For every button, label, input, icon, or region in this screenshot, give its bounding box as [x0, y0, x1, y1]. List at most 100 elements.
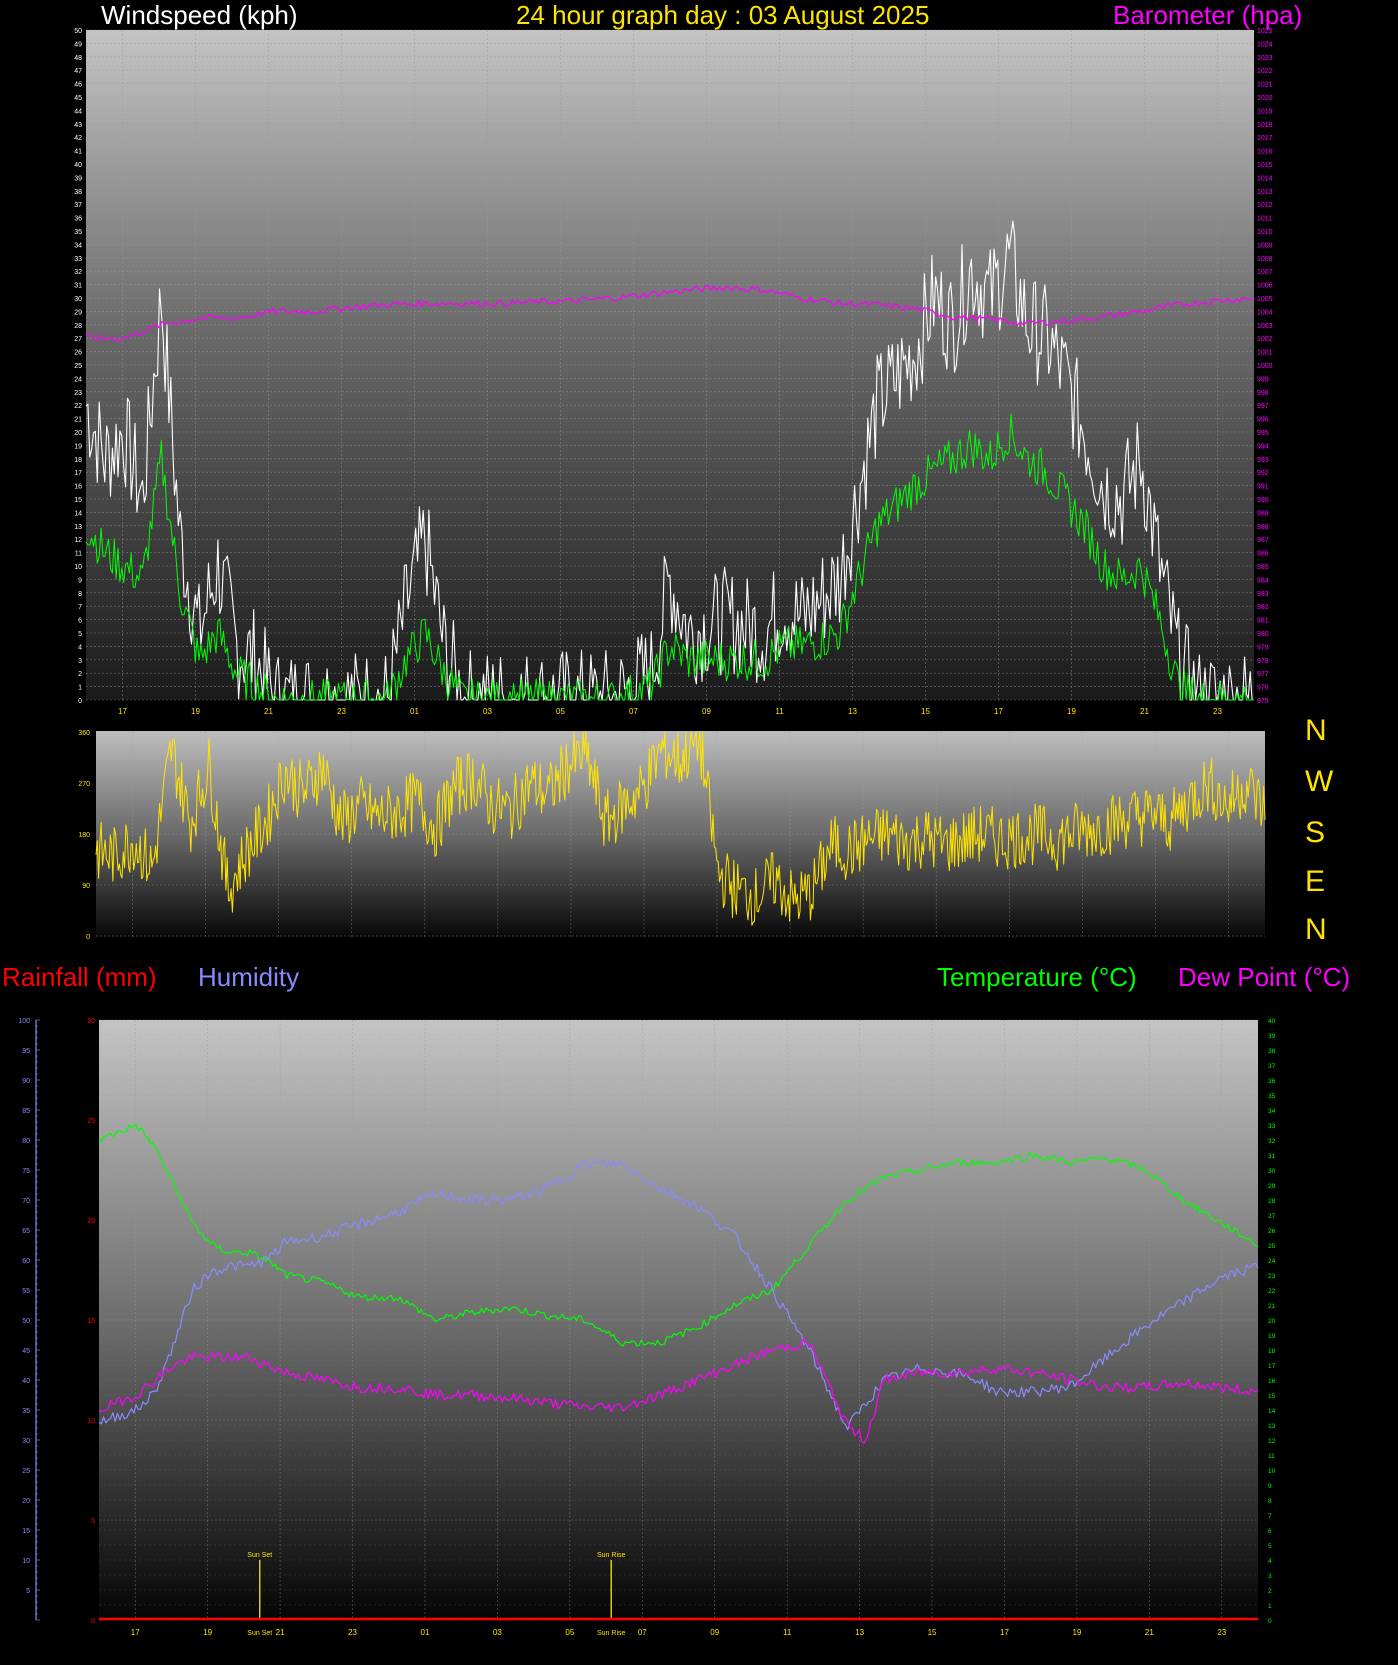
- y-tick-label: 6: [78, 618, 82, 625]
- y-tick-label: 45: [74, 95, 82, 102]
- y2-tick-label: 989: [1257, 510, 1269, 517]
- y2-tick-label: 991: [1257, 484, 1269, 491]
- temperature-tick-label: 5: [1268, 1543, 1272, 1550]
- y-tick-label: 22: [74, 403, 82, 410]
- time-tick-label: 03: [493, 1628, 502, 1637]
- time-tick-label: 23: [348, 1628, 357, 1637]
- direction-chart: 0 90 180 270 360: [78, 730, 1266, 941]
- time-tick-label: 17: [994, 707, 1003, 716]
- rainfall-tick-label: 30: [87, 1018, 95, 1025]
- temperature-tick-label: 8: [1268, 1498, 1272, 1505]
- y-tick-label: 44: [74, 108, 82, 115]
- humidity-tick-label: 50: [22, 1318, 30, 1325]
- y-tick-label: 31: [74, 283, 82, 290]
- temperature-line: [98, 1123, 1259, 1347]
- temperature-tick-label: 0: [1268, 1618, 1272, 1625]
- y-tick-label: 35: [74, 229, 82, 236]
- y-tick-label: 17: [74, 470, 82, 477]
- humidity-tick-label: 30: [22, 1438, 30, 1445]
- y-tick-label: 1: [78, 685, 82, 692]
- y2-tick-label: 997: [1257, 403, 1269, 410]
- y-tick-label: 16: [74, 484, 82, 491]
- barometer-header: Barometer (hpa): [1113, 0, 1303, 30]
- y-tick-label: 360: [78, 730, 90, 737]
- humidity-tick-label: 35: [22, 1408, 30, 1415]
- y-tick-label: 36: [74, 216, 82, 223]
- humidity-tick-label: 60: [22, 1258, 30, 1265]
- temperature-tick-label: 33: [1268, 1123, 1276, 1130]
- y2-tick-label: 977: [1257, 671, 1269, 678]
- y2-tick-label: 1020: [1257, 95, 1273, 102]
- humidity-tick-label: 55: [22, 1288, 30, 1295]
- y2-tick-label: 985: [1257, 564, 1269, 571]
- y2-tick-label: 1000: [1257, 363, 1273, 370]
- sun-marker-axis-label: Sun Rise: [597, 1630, 626, 1637]
- y-tick-label: 24: [74, 376, 82, 383]
- humidity-tick-label: 80: [22, 1138, 30, 1145]
- humidity-tick-label: 65: [22, 1228, 30, 1235]
- temperature-tick-label: 1: [1268, 1603, 1272, 1610]
- y2-tick-label: 1011: [1257, 216, 1272, 223]
- y-tick-label: 18: [74, 457, 82, 464]
- time-tick-label: 23: [1213, 707, 1222, 716]
- time-tick-label: 23: [337, 707, 346, 716]
- y-tick-label: 41: [74, 149, 82, 156]
- y2-tick-label: 984: [1257, 577, 1269, 584]
- y2-tick-label: 1017: [1257, 135, 1273, 142]
- compass-label: N: [1305, 714, 1327, 747]
- y-tick-label: 270: [78, 781, 90, 788]
- y2-tick-label: 1015: [1257, 162, 1273, 169]
- y-tick-label: 4: [78, 644, 82, 651]
- y2-tick-label: 999: [1257, 376, 1269, 383]
- windspeed-header: Windspeed (kph): [101, 0, 298, 30]
- rainfall-header: Rainfall (mm): [2, 962, 157, 992]
- y-tick-label: 0: [86, 934, 90, 941]
- temperature-tick-label: 23: [1268, 1273, 1276, 1280]
- y2-tick-label: 1010: [1257, 229, 1273, 236]
- temperature-tick-label: 17: [1268, 1363, 1276, 1370]
- humidity-line: [98, 1159, 1259, 1431]
- temperature-tick-label: 3: [1268, 1573, 1272, 1580]
- rainfall-tick-label: 5: [91, 1518, 95, 1525]
- y2-tick-label: 975: [1257, 698, 1269, 705]
- rainfall-tick-label: 0: [91, 1618, 95, 1625]
- y-tick-label: 7: [78, 604, 82, 611]
- temperature-tick-label: 26: [1268, 1228, 1276, 1235]
- rainfall-tick-label: 10: [87, 1418, 95, 1425]
- time-tick-label: 19: [203, 1628, 212, 1637]
- dewpoint-header: Dew Point (°C): [1178, 962, 1351, 992]
- y2-tick-label: 1023: [1257, 55, 1273, 62]
- y-tick-label: 50: [74, 28, 82, 35]
- time-tick-label: 05: [565, 1628, 574, 1637]
- temperature-tick-label: 2: [1268, 1588, 1272, 1595]
- time-tick-label: 19: [1072, 1628, 1081, 1637]
- y-tick-label: 15: [74, 497, 82, 504]
- y2-tick-label: 983: [1257, 591, 1269, 598]
- temperature-tick-label: 22: [1268, 1288, 1276, 1295]
- time-tick-label: 13: [848, 707, 857, 716]
- y-tick-label: 90: [82, 883, 90, 890]
- time-tick-label: 15: [928, 1628, 937, 1637]
- humidity-tick-label: 25: [22, 1468, 30, 1475]
- temperature-tick-label: 7: [1268, 1513, 1272, 1520]
- y2-tick-label: 1016: [1257, 149, 1273, 156]
- temperature-tick-label: 19: [1268, 1333, 1276, 1340]
- y2-tick-label: 1009: [1257, 242, 1273, 249]
- temperature-tick-label: 12: [1268, 1438, 1276, 1445]
- temperature-tick-label: 27: [1268, 1213, 1276, 1220]
- y2-tick-label: 1008: [1257, 256, 1273, 263]
- y-tick-label: 47: [74, 68, 82, 75]
- wind-average-line: [85, 413, 1254, 701]
- temperature-tick-label: 4: [1268, 1558, 1272, 1565]
- y-tick-label: 5: [78, 631, 82, 638]
- y2-tick-label: 995: [1257, 430, 1269, 437]
- humidity-tick-label: 100: [18, 1018, 30, 1025]
- y2-tick-label: 1014: [1257, 175, 1273, 182]
- y-tick-label: 180: [78, 832, 90, 839]
- temperature-tick-label: 15: [1268, 1393, 1276, 1400]
- compass-label: S: [1305, 816, 1326, 849]
- y2-tick-label: 1019: [1257, 108, 1273, 115]
- y-tick-label: 3: [78, 658, 82, 665]
- temperature-tick-label: 25: [1268, 1243, 1276, 1250]
- temperature-tick-label: 40: [1268, 1018, 1276, 1025]
